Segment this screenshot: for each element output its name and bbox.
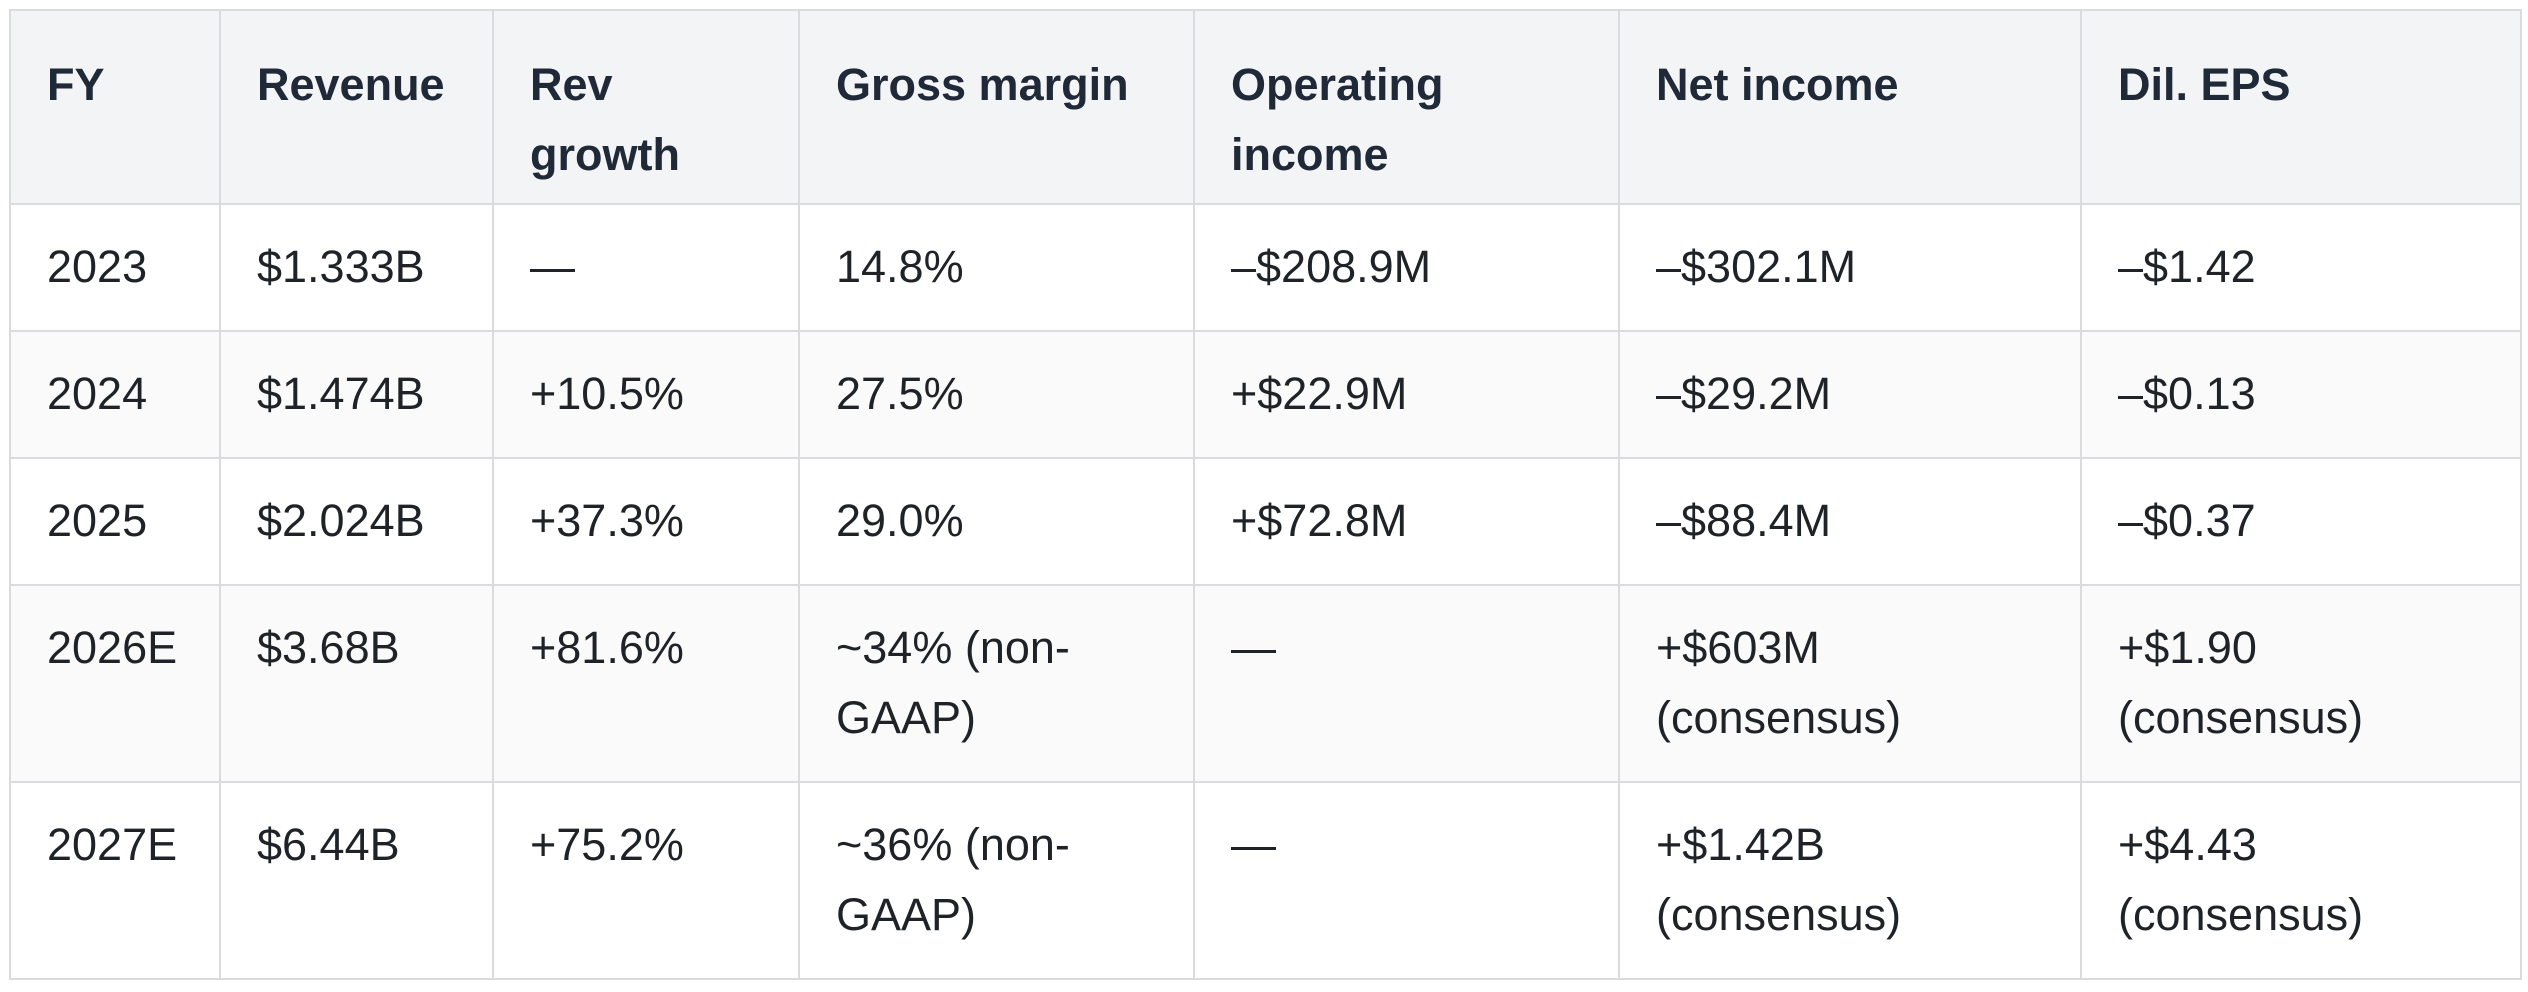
financial-summary-table: FY Revenue Rev growth Gross margin Opera… bbox=[9, 9, 2522, 980]
cell-gross-margin: 29.0% bbox=[798, 457, 1195, 586]
cell-revenue: $6.44B bbox=[219, 781, 494, 980]
cell-revenue: $2.024B bbox=[219, 457, 494, 586]
cell-fy: 2026E bbox=[9, 584, 221, 783]
cell-fy: 2024 bbox=[9, 330, 221, 459]
header-operating-income: Operating income bbox=[1193, 9, 1620, 205]
table-row: 2026E $3.68B +81.6% ~34% (non-GAAP) — +$… bbox=[9, 584, 2522, 783]
header-row: FY Revenue Rev growth Gross margin Opera… bbox=[9, 9, 2522, 205]
header-fy: FY bbox=[9, 9, 221, 205]
header-gross-margin: Gross margin bbox=[798, 9, 1195, 205]
cell-operating-income: — bbox=[1193, 584, 1620, 783]
cell-dil-eps: +$1.90 (consensus) bbox=[2080, 584, 2522, 783]
table-row: 2025 $2.024B +37.3% 29.0% +$72.8M –$88.4… bbox=[9, 457, 2522, 586]
cell-dil-eps: –$0.37 bbox=[2080, 457, 2522, 586]
financial-summary-table-container: FY Revenue Rev growth Gross margin Opera… bbox=[9, 9, 2522, 980]
cell-operating-income: +$22.9M bbox=[1193, 330, 1620, 459]
cell-operating-income: –$208.9M bbox=[1193, 203, 1620, 332]
cell-dil-eps: –$1.42 bbox=[2080, 203, 2522, 332]
cell-net-income: +$603M (consensus) bbox=[1618, 584, 2082, 783]
cell-rev-growth: +81.6% bbox=[492, 584, 800, 783]
table-header: FY Revenue Rev growth Gross margin Opera… bbox=[9, 9, 2522, 205]
header-rev-growth: Rev growth bbox=[492, 9, 800, 205]
cell-net-income: –$29.2M bbox=[1618, 330, 2082, 459]
cell-operating-income: — bbox=[1193, 781, 1620, 980]
cell-net-income: –$302.1M bbox=[1618, 203, 2082, 332]
cell-rev-growth: +10.5% bbox=[492, 330, 800, 459]
cell-gross-margin: ~34% (non-GAAP) bbox=[798, 584, 1195, 783]
cell-rev-growth: +75.2% bbox=[492, 781, 800, 980]
cell-revenue: $1.333B bbox=[219, 203, 494, 332]
cell-fy: 2027E bbox=[9, 781, 221, 980]
header-revenue: Revenue bbox=[219, 9, 494, 205]
table-row: 2023 $1.333B — 14.8% –$208.9M –$302.1M –… bbox=[9, 203, 2522, 332]
cell-gross-margin: ~36% (non-GAAP) bbox=[798, 781, 1195, 980]
cell-rev-growth: +37.3% bbox=[492, 457, 800, 586]
cell-net-income: –$88.4M bbox=[1618, 457, 2082, 586]
header-net-income: Net income bbox=[1618, 9, 2082, 205]
cell-gross-margin: 14.8% bbox=[798, 203, 1195, 332]
cell-dil-eps: –$0.13 bbox=[2080, 330, 2522, 459]
table-row: 2024 $1.474B +10.5% 27.5% +$22.9M –$29.2… bbox=[9, 330, 2522, 459]
cell-fy: 2025 bbox=[9, 457, 221, 586]
cell-rev-growth: — bbox=[492, 203, 800, 332]
cell-net-income: +$1.42B (consensus) bbox=[1618, 781, 2082, 980]
cell-revenue: $3.68B bbox=[219, 584, 494, 783]
cell-gross-margin: 27.5% bbox=[798, 330, 1195, 459]
cell-dil-eps: +$4.43 (consensus) bbox=[2080, 781, 2522, 980]
cell-fy: 2023 bbox=[9, 203, 221, 332]
table-row: 2027E $6.44B +75.2% ~36% (non-GAAP) — +$… bbox=[9, 781, 2522, 980]
cell-operating-income: +$72.8M bbox=[1193, 457, 1620, 586]
table-body: 2023 $1.333B — 14.8% –$208.9M –$302.1M –… bbox=[9, 203, 2522, 980]
header-dil-eps: Dil. EPS bbox=[2080, 9, 2522, 205]
cell-revenue: $1.474B bbox=[219, 330, 494, 459]
